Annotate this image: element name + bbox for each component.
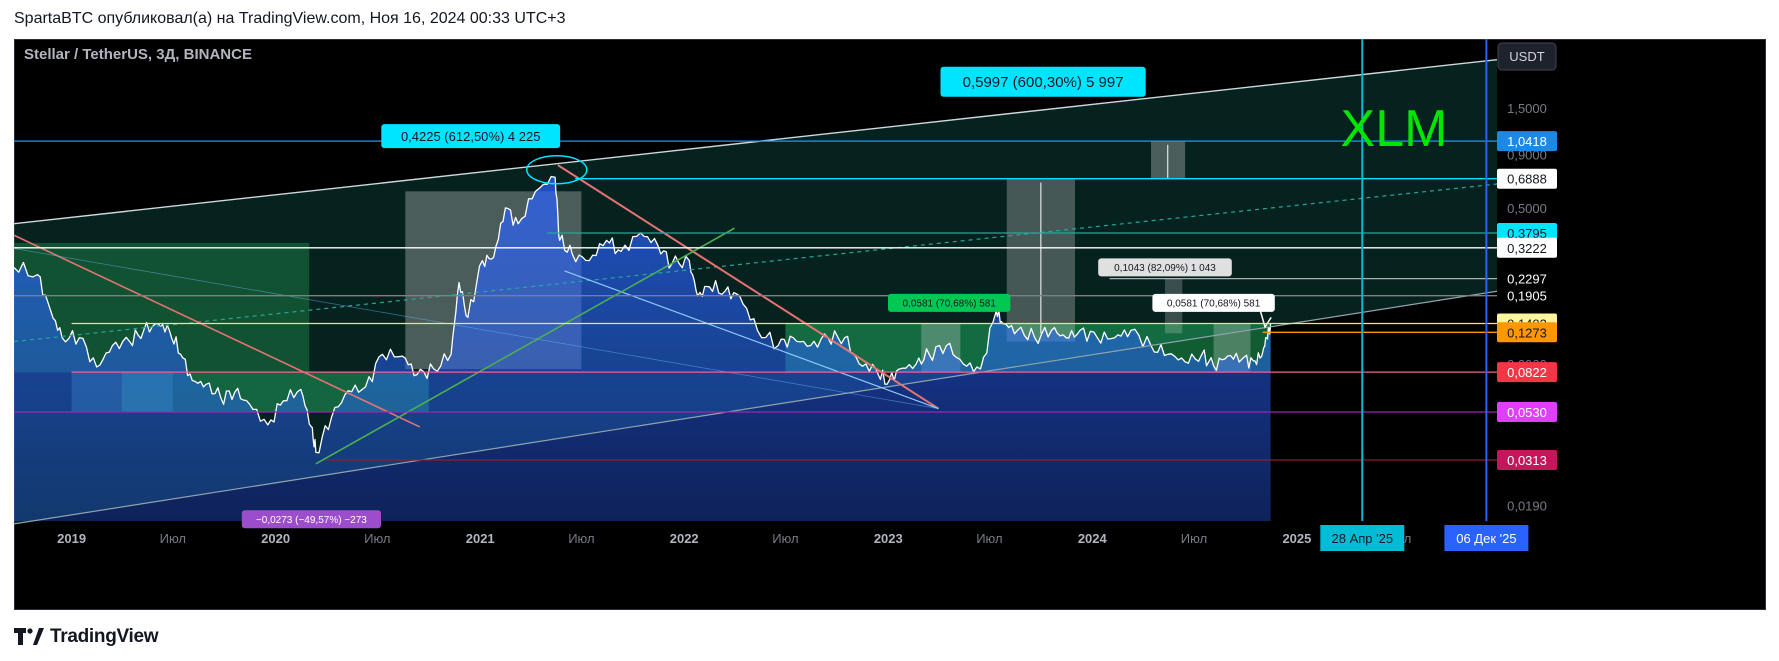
price-tag-label: 0,1273 — [1507, 325, 1547, 340]
x-tick-label: 2020 — [261, 531, 290, 546]
price-tag — [1497, 268, 1557, 289]
x-tick-label: Июл — [1181, 531, 1207, 546]
downtrend-line-2018 — [14, 234, 421, 428]
channel-mid-line — [14, 183, 1497, 343]
x-tick-label: 2025 — [1282, 531, 1311, 546]
y-tick-label: 0,9000 — [1507, 147, 1547, 162]
price-tag — [1497, 402, 1557, 422]
price-tag-label: 0,1905 — [1507, 289, 1547, 304]
y-tick-label: 0,5000 — [1507, 201, 1547, 216]
price-area-fill — [14, 176, 1271, 521]
uptrend-line-2020 — [315, 227, 735, 465]
measure-label: 0,1043 (82,09%) 1 043 — [1114, 263, 1216, 274]
x-tick-label: 2019 — [57, 531, 86, 546]
price-tag-label: 0,2297 — [1507, 272, 1547, 287]
price-tag — [1497, 362, 1557, 383]
price-tag-label: 0,0822 — [1507, 365, 1547, 380]
down-arrow-icon — [1259, 311, 1272, 329]
price-tag-label: 0,3795 — [1507, 226, 1547, 241]
date-marker-label: 28 Апр '25 — [1332, 531, 1394, 546]
price-tag-label: 0,0313 — [1507, 453, 1547, 468]
top-highlight-ellipse — [526, 155, 588, 185]
x-tick-label: Июл — [976, 531, 1002, 546]
tradingview-logo-icon — [14, 628, 44, 645]
channel-lower-line — [14, 290, 1497, 525]
x-tick-label: Июл — [160, 531, 186, 546]
price-tag — [1497, 322, 1557, 343]
tradingview-wordmark: TradingView — [50, 626, 159, 647]
measure-label: 0,0581 (70,68%) 581 — [1167, 299, 1261, 310]
price-tag — [1497, 237, 1557, 258]
measure-label-box — [381, 124, 561, 149]
price-tag-label: 0,6888 — [1507, 172, 1547, 187]
x-tick-label: 2024 — [1078, 531, 1108, 546]
price-tag — [1497, 285, 1557, 306]
date-marker-tag — [1320, 525, 1405, 551]
measure-label-box — [241, 510, 381, 529]
price-chart[interactable]: 2,50001,50000,90000,50000,09000,01902019… — [14, 39, 1766, 610]
date-marker-tag — [1444, 525, 1529, 551]
x-tick-label: 2023 — [874, 531, 903, 546]
price-tag — [1497, 131, 1557, 152]
currency-button[interactable]: USDT — [1497, 42, 1557, 71]
vertical-marker-apr-2025 — [1361, 39, 1364, 521]
currency-label: USDT — [1509, 49, 1544, 64]
x-tick-label: Июл — [364, 531, 390, 546]
measure-label-box — [940, 66, 1146, 97]
price-tag-label: 0,0530 — [1507, 405, 1547, 420]
price-tag — [1497, 450, 1557, 470]
y-tick-label: 1,5000 — [1507, 101, 1547, 116]
vertical-marker-dec-2025 — [1485, 39, 1488, 521]
measure-label: 0,5997 (600,30%) 5 997 — [963, 74, 1124, 91]
chart-container[interactable]: 2,50001,50000,90000,50000,09000,01902019… — [14, 39, 1766, 610]
publisher-info: SpartaBTC опубликовал(а) на TradingView.… — [14, 10, 566, 27]
measure-label-box — [1152, 293, 1275, 312]
y-tick-label: 0,0190 — [1507, 498, 1547, 513]
measure-label: 0,0581 (70,68%) 581 — [902, 299, 996, 310]
measure-label-box — [888, 293, 1011, 312]
watermark-ticker: XLM — [1341, 100, 1448, 158]
tradingview-logo[interactable]: TradingView — [14, 625, 159, 649]
wedge-line — [564, 270, 939, 410]
x-tick-label: 2021 — [466, 531, 495, 546]
measure-label-box — [1098, 258, 1232, 277]
x-tick-label: Июл — [568, 531, 594, 546]
measure-label: 0,4225 (612,50%) 4 225 — [401, 129, 541, 144]
date-marker-label: 06 Дек '25 — [1456, 531, 1516, 546]
measure-label: −0,0273 (−49,57%) −273 — [256, 515, 367, 526]
x-tick-label: 2022 — [670, 531, 699, 546]
price-tag — [1497, 168, 1557, 189]
symbol-info: Stellar / TetherUS, 3Д, BINANCE — [24, 46, 252, 63]
price-tag-label: 0,3222 — [1507, 241, 1547, 256]
downtrend-line-2021 — [557, 164, 940, 410]
price-tag-label: 1,0418 — [1507, 134, 1547, 149]
long-support-line — [14, 248, 939, 410]
x-tick-label: Июл — [772, 531, 798, 546]
